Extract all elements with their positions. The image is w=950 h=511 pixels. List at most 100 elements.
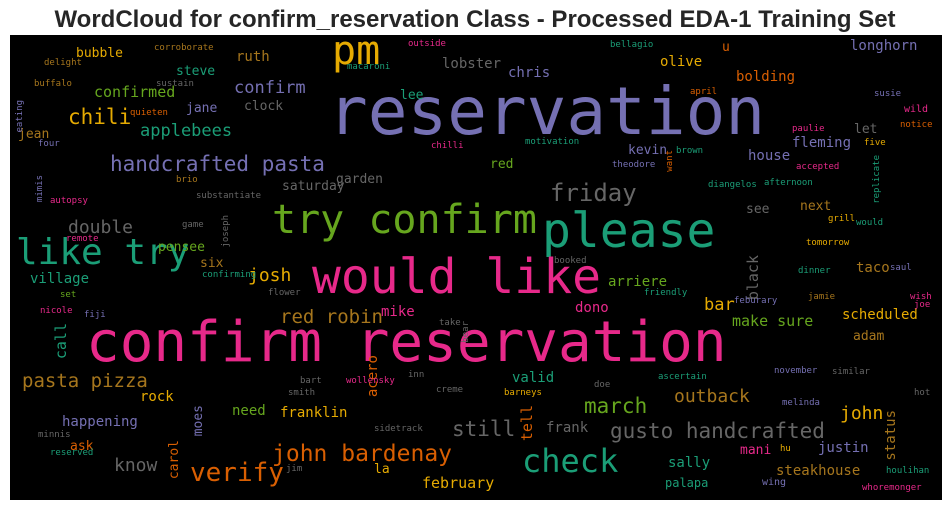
word-make-sure: make sure <box>732 312 814 330</box>
word-joe: joe <box>914 300 931 310</box>
word-call: call <box>52 323 70 360</box>
word-jean: jean <box>18 127 50 142</box>
word-frank: frank <box>546 420 589 436</box>
word-bart: bart <box>300 376 322 386</box>
word-susie: susie <box>874 89 902 99</box>
word-chris: chris <box>508 65 551 81</box>
word-village: village <box>30 271 90 287</box>
word-confirming: confirming <box>202 270 257 280</box>
word-delight: delight <box>44 58 82 68</box>
word-inn: inn <box>408 370 425 380</box>
word-brown: brown <box>676 146 704 156</box>
word-bellagio: bellagio <box>610 40 654 50</box>
word-hot: hot <box>914 388 931 398</box>
word-bear: bear <box>461 321 471 343</box>
word-notice: notice <box>900 120 933 130</box>
word-creme: creme <box>436 385 464 395</box>
word-see: see <box>746 202 770 217</box>
word-buffalo: buffalo <box>34 79 72 89</box>
word-joseph: joseph <box>221 215 231 248</box>
word-ascertain: ascertain <box>658 372 707 382</box>
word-whoremonger: whoremonger <box>862 483 922 493</box>
word-cloud-canvas: confirm reservation reservation pm please tr… <box>10 35 942 500</box>
word-ruth: ruth <box>236 49 270 65</box>
word-autopsy: autopsy <box>50 196 88 206</box>
word-ask: ask <box>70 439 94 454</box>
word-lobster: lobster <box>442 56 502 72</box>
word-bolding: bolding <box>736 69 796 85</box>
word-wing: wing <box>762 477 787 488</box>
word-bubble: bubble <box>76 46 123 61</box>
word-friendly: friendly <box>644 288 688 298</box>
word-please: please <box>542 203 716 259</box>
word-need: need <box>232 403 266 419</box>
word-let: let <box>854 122 878 137</box>
word-happening: happening <box>62 414 138 430</box>
word-november: november <box>774 366 818 376</box>
word-feburary: feburary <box>734 296 778 306</box>
word-fiji: fiji <box>84 310 106 320</box>
word-sustain: sustain <box>156 79 194 89</box>
word-confirm-reservation: confirm reservation <box>86 310 727 375</box>
word-la: la <box>374 462 390 477</box>
word-flower: flower <box>268 288 301 298</box>
word-black: black <box>744 255 762 301</box>
word-red-robin: red robin <box>280 306 383 328</box>
word-reservation: reservation <box>328 73 766 150</box>
word-reserved: reserved <box>50 448 94 458</box>
word-steakhouse: steakhouse <box>776 463 861 479</box>
word-wollensky: wollensky <box>346 376 395 386</box>
word-grill: grill <box>828 214 856 224</box>
word-steve: steve <box>176 64 216 79</box>
word-pensee: pensee <box>158 240 205 255</box>
word-longhorn: longhorn <box>850 38 918 54</box>
word-paulie: paulie <box>792 124 825 134</box>
word-palapa: palapa <box>665 476 709 490</box>
word-minnis: minnis <box>38 430 71 440</box>
word-smith: smith <box>288 388 316 398</box>
word-barneys: barneys <box>504 388 542 398</box>
word-scheduled: scheduled <box>842 307 918 323</box>
word-tomorrow: tomorrow <box>806 238 850 248</box>
word-u: u <box>722 40 730 55</box>
word-dono: dono <box>575 300 609 316</box>
word-melinda: melinda <box>782 398 820 408</box>
word-know: know <box>114 455 158 476</box>
word-pm: pm <box>332 35 381 74</box>
word-tell: tell <box>518 405 536 442</box>
word-would-like: would like <box>312 249 601 305</box>
word-moes: moes <box>191 405 206 437</box>
word-double: double <box>68 217 134 238</box>
word-verify: verify <box>190 458 284 488</box>
word-john: john <box>840 403 884 424</box>
word-valid: valid <box>512 370 555 386</box>
word-want: want <box>665 150 675 172</box>
word-carol: carol <box>167 440 182 480</box>
word-six: six <box>200 256 224 271</box>
word-gusto-handcrafted: gusto handcrafted <box>610 419 825 443</box>
word-still: still <box>452 417 516 441</box>
word-mimis: mimis <box>35 175 45 203</box>
word-wish: wish <box>910 292 932 302</box>
word-wild: wild <box>904 104 929 115</box>
word-outside: outside <box>408 39 446 49</box>
word-remote: remote <box>66 234 99 244</box>
word-houlihan: houlihan <box>886 466 930 476</box>
word-chilli: chilli <box>431 141 464 151</box>
word-try-confirm: try confirm <box>272 197 537 243</box>
word-similar: similar <box>832 367 870 377</box>
word-check: check <box>522 442 619 480</box>
word-franklin: franklin <box>280 405 348 421</box>
word-jim: jim <box>286 464 303 474</box>
word-sidetrack: sidetrack <box>374 424 423 434</box>
word-josh: josh <box>248 265 292 286</box>
word-would: would <box>856 218 884 228</box>
word-motivation: motivation <box>525 137 580 147</box>
page-title: WordCloud for confirm_reservation Class … <box>54 6 896 33</box>
word-replicate: replicate <box>872 155 882 204</box>
word-olive: olive <box>660 54 703 70</box>
word-clock: clock <box>244 99 284 114</box>
word-outback: outback <box>674 386 750 407</box>
word-quieten: quieten <box>130 108 168 118</box>
word-dinner: dinner <box>798 266 831 276</box>
